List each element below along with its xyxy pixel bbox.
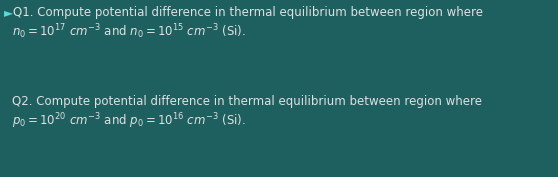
Text: ►: ► <box>4 6 13 19</box>
Text: $n_0 = 10^{17}\ cm^{-3}$ and $n_0 = 10^{15}\ cm^{-3}$ (Si).: $n_0 = 10^{17}\ cm^{-3}$ and $n_0 = 10^{… <box>12 22 246 41</box>
Text: Q1. Compute potential difference in thermal equilibrium between region where: Q1. Compute potential difference in ther… <box>13 6 483 19</box>
Text: $p_0 = 10^{20}\ cm^{-3}$ and $p_0 = 10^{16}\ cm^{-3}$ (Si).: $p_0 = 10^{20}\ cm^{-3}$ and $p_0 = 10^{… <box>12 111 246 131</box>
Text: Q2. Compute potential difference in thermal equilibrium between region where: Q2. Compute potential difference in ther… <box>12 95 482 108</box>
